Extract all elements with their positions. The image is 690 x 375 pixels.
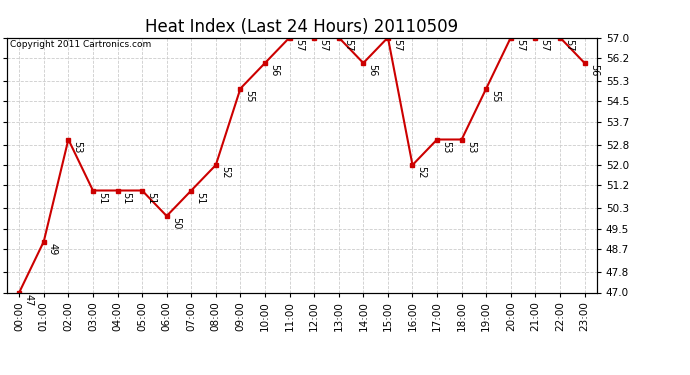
Text: 57: 57 <box>318 39 328 51</box>
Text: 52: 52 <box>220 166 230 179</box>
Text: 53: 53 <box>441 141 451 153</box>
Text: 51: 51 <box>121 192 132 204</box>
Text: 57: 57 <box>343 39 353 51</box>
Text: 51: 51 <box>146 192 156 204</box>
Text: 50: 50 <box>171 217 181 230</box>
Text: 53: 53 <box>466 141 476 153</box>
Text: 57: 57 <box>392 39 402 51</box>
Text: 51: 51 <box>195 192 206 204</box>
Text: 47: 47 <box>23 294 33 306</box>
Text: 57: 57 <box>564 39 574 51</box>
Text: 52: 52 <box>417 166 426 179</box>
Text: 55: 55 <box>491 90 500 102</box>
Text: 57: 57 <box>294 39 304 51</box>
Text: 57: 57 <box>540 39 549 51</box>
Text: 55: 55 <box>244 90 255 102</box>
Text: 51: 51 <box>97 192 107 204</box>
Text: 57: 57 <box>515 39 525 51</box>
Text: 49: 49 <box>48 243 58 255</box>
Text: 56: 56 <box>269 64 279 77</box>
Title: Heat Index (Last 24 Hours) 20110509: Heat Index (Last 24 Hours) 20110509 <box>146 18 458 36</box>
Text: 53: 53 <box>72 141 83 153</box>
Text: Copyright 2011 Cartronics.com: Copyright 2011 Cartronics.com <box>10 40 151 49</box>
Text: 56: 56 <box>589 64 599 77</box>
Text: 56: 56 <box>368 64 377 77</box>
